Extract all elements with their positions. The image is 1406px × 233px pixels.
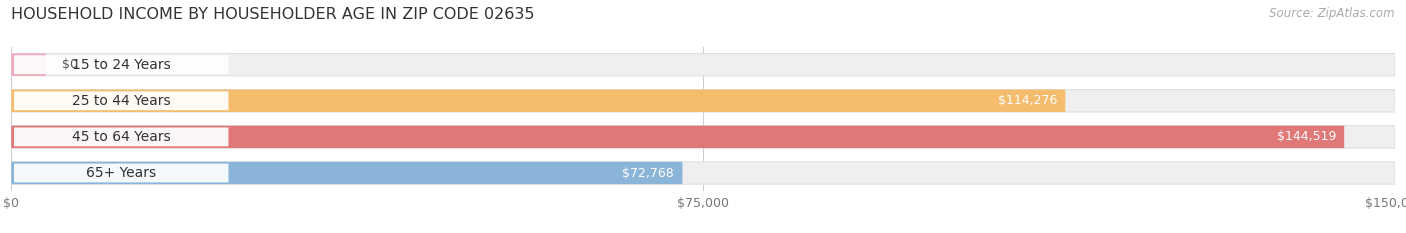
FancyBboxPatch shape bbox=[11, 53, 46, 76]
FancyBboxPatch shape bbox=[11, 162, 682, 184]
Text: 45 to 64 Years: 45 to 64 Years bbox=[72, 130, 170, 144]
Text: $144,519: $144,519 bbox=[1277, 130, 1336, 143]
FancyBboxPatch shape bbox=[14, 55, 228, 74]
FancyBboxPatch shape bbox=[11, 126, 1344, 148]
FancyBboxPatch shape bbox=[11, 53, 1395, 76]
FancyBboxPatch shape bbox=[11, 89, 1395, 112]
Text: Source: ZipAtlas.com: Source: ZipAtlas.com bbox=[1270, 7, 1395, 20]
Text: $72,768: $72,768 bbox=[623, 167, 673, 179]
Text: 65+ Years: 65+ Years bbox=[86, 166, 156, 180]
FancyBboxPatch shape bbox=[11, 126, 1395, 148]
Text: 15 to 24 Years: 15 to 24 Years bbox=[72, 58, 170, 72]
Text: $0: $0 bbox=[62, 58, 79, 71]
FancyBboxPatch shape bbox=[11, 89, 1066, 112]
FancyBboxPatch shape bbox=[14, 127, 228, 146]
FancyBboxPatch shape bbox=[11, 162, 1395, 184]
FancyBboxPatch shape bbox=[14, 91, 228, 110]
Text: 25 to 44 Years: 25 to 44 Years bbox=[72, 94, 170, 108]
Text: HOUSEHOLD INCOME BY HOUSEHOLDER AGE IN ZIP CODE 02635: HOUSEHOLD INCOME BY HOUSEHOLDER AGE IN Z… bbox=[11, 7, 534, 22]
FancyBboxPatch shape bbox=[14, 164, 228, 182]
Text: $114,276: $114,276 bbox=[998, 94, 1057, 107]
